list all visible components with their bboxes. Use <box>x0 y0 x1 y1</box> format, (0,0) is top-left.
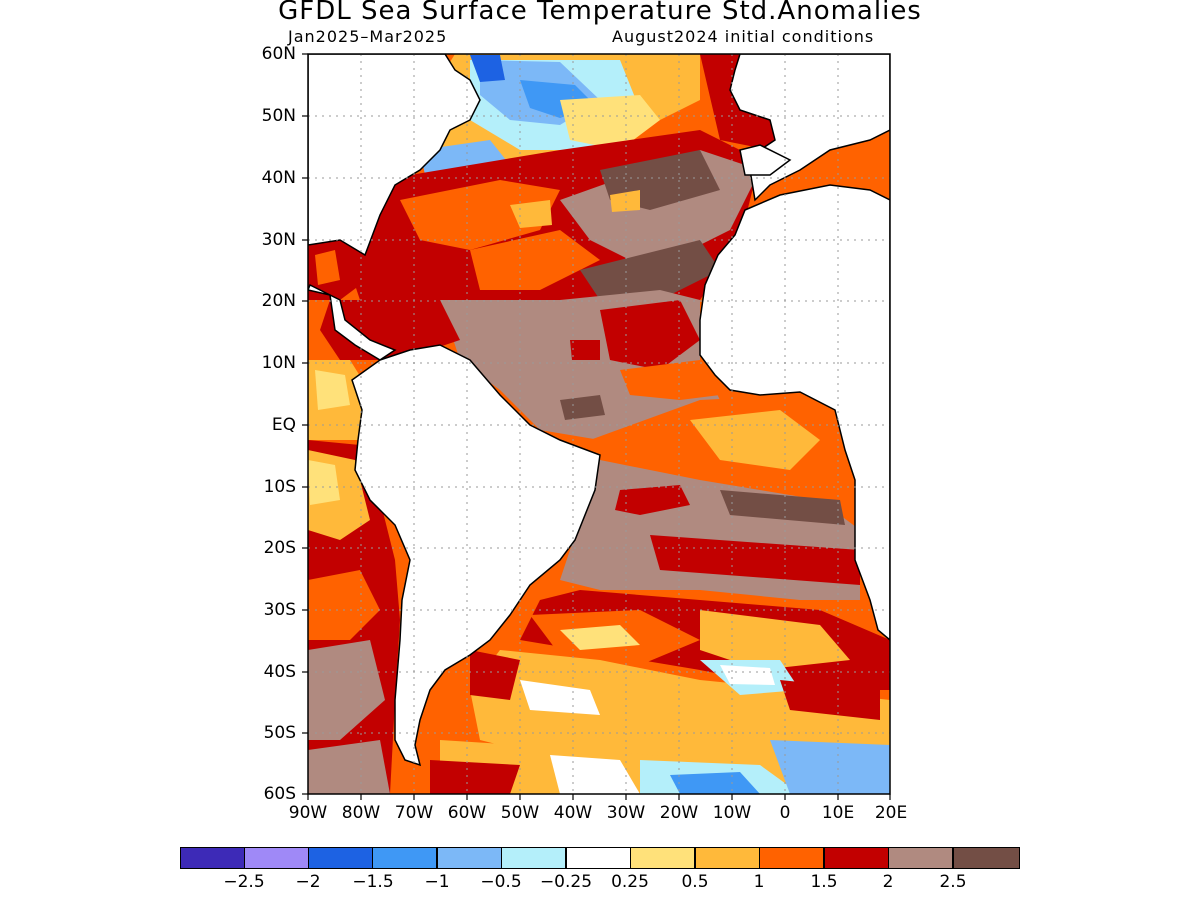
lat-label: EQ <box>271 415 296 435</box>
lat-label: 40S <box>263 662 296 682</box>
central-america-land <box>308 283 397 361</box>
lon-label: 30W <box>606 803 646 823</box>
colorbar-label: −1 <box>424 872 450 892</box>
lon-label: 50W <box>500 803 540 823</box>
land-masses <box>308 54 890 767</box>
southern-ocean-anomalies <box>430 740 890 794</box>
lat-label: 20S <box>263 538 296 558</box>
colorbar-box <box>180 847 245 869</box>
colorbar-box <box>501 847 566 869</box>
lat-label: 50S <box>263 723 296 743</box>
colorbar-box <box>437 847 502 869</box>
colorbar-box <box>308 847 373 869</box>
grid-lines <box>308 54 890 794</box>
colorbar-label: −1.5 <box>352 872 394 892</box>
lat-label: 60S <box>263 784 296 804</box>
colorbar-label: 0.5 <box>681 872 709 892</box>
colorbar-label: 1.5 <box>810 872 838 892</box>
lon-label: 40W <box>553 803 593 823</box>
colorbar-box <box>824 847 889 869</box>
iberia-land <box>739 144 792 176</box>
colorbar-label: −2 <box>295 872 321 892</box>
colorbar-label: −0.25 <box>539 872 593 892</box>
lon-label: 10W <box>712 803 752 823</box>
lon-label: 70W <box>394 803 434 823</box>
map-frame <box>307 53 891 795</box>
colorbar-label: 2.5 <box>939 872 967 892</box>
colorbar-box <box>372 847 437 869</box>
lat-label: 60N <box>261 44 296 64</box>
colorbar-box <box>888 847 953 869</box>
lat-label: 10N <box>261 353 296 373</box>
lon-label: 60W <box>447 803 487 823</box>
africa-land <box>699 184 890 641</box>
colorbar-label: −0.5 <box>480 872 522 892</box>
southeast-pacific-anomalies <box>308 440 400 794</box>
colorbar-box <box>695 847 760 869</box>
north-america-land <box>308 54 481 257</box>
lat-label: 20N <box>261 291 296 311</box>
lon-label: 10E <box>821 803 855 823</box>
lon-label: 20E <box>874 803 908 823</box>
colorbar-box <box>759 847 824 869</box>
period-label: Jan2025–Mar2025 <box>288 27 448 46</box>
lon-label: 0 <box>779 803 791 823</box>
colorbar-box <box>630 847 695 869</box>
lat-label: 30N <box>261 230 296 250</box>
lon-label: 80W <box>341 803 381 823</box>
lon-label: 90W <box>288 803 328 823</box>
colorbar-label: 0.25 <box>611 872 649 892</box>
chart-title: GFDL Sea Surface Temperature Std.Anomali… <box>278 0 922 26</box>
lat-label: 30S <box>263 600 296 620</box>
colorbar-box <box>953 847 1020 869</box>
lat-label: 10S <box>263 477 296 497</box>
colorbar-box <box>244 847 309 869</box>
colorbar-label: −2.5 <box>223 872 265 892</box>
lat-label: 40N <box>261 168 296 188</box>
lon-label: 20W <box>659 803 699 823</box>
colorbar-box <box>566 847 631 869</box>
south-america-land <box>351 344 601 767</box>
colorbar-label: 1 <box>753 872 765 892</box>
lat-label: 50N <box>261 106 296 126</box>
initial-conditions-label: August2024 initial conditions <box>612 27 875 46</box>
axis-ticks <box>302 53 891 800</box>
colorbar-label: 2 <box>882 872 894 892</box>
